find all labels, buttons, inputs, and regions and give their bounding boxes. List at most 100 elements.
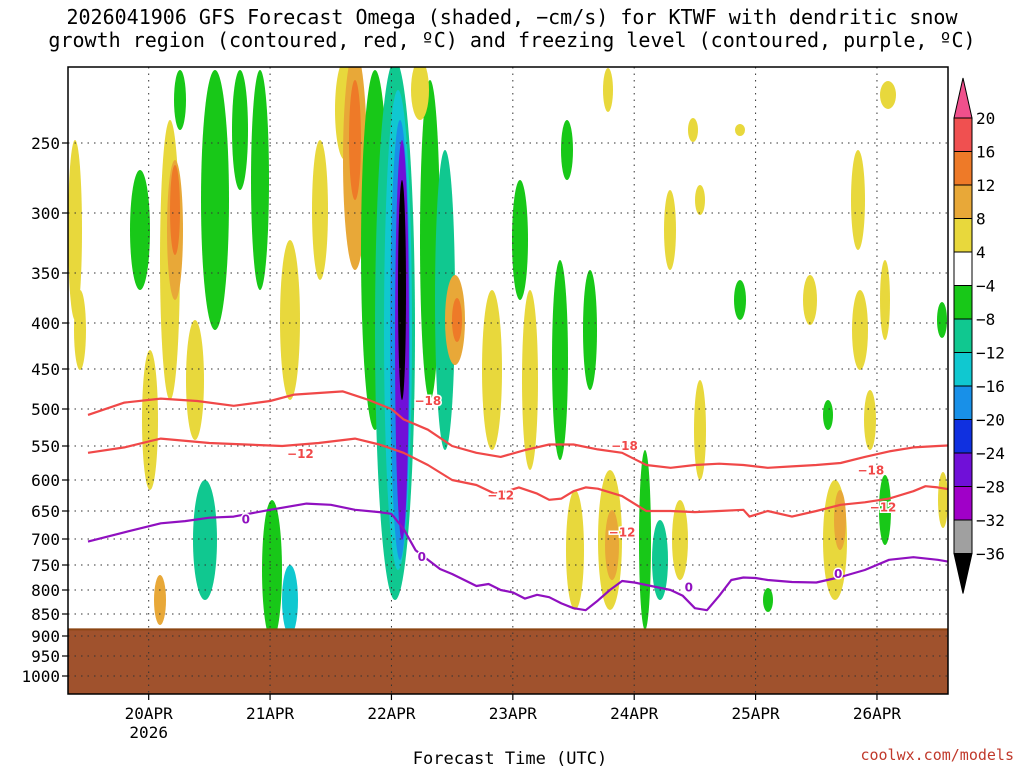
contour-labels: 0 0 0 0 −12 −12 −12 −12 −18 −18 −18 (240, 393, 898, 597)
colorbar: 20 16 12 8 4 −4 −8 −12 −16 −20 −24 −28 −32 −36 (953, 77, 1005, 594)
shade-blob (232, 70, 248, 190)
chart-title-line2: growth region (contoured, red, ºC) and f… (48, 28, 976, 52)
shade-blob (735, 124, 745, 136)
shade-blob (880, 81, 896, 109)
y-tick-label: 450 (31, 360, 60, 379)
x-tick-label: 21APR (246, 704, 295, 723)
y-tick-label: 300 (31, 204, 60, 223)
colorbar-cell (953, 385, 973, 420)
colorbar-label: −32 (976, 511, 1005, 530)
x-tick-sublabel: 2026 (129, 723, 168, 742)
contour-label: −18 (414, 394, 441, 408)
shade-blob (201, 70, 229, 330)
shade-blob (420, 80, 440, 400)
shade-blob (251, 70, 269, 290)
shade-blob (694, 380, 706, 480)
colorbar-cell (953, 151, 973, 186)
colorbar-cell (953, 251, 973, 286)
y-tick-label: 250 (31, 134, 60, 153)
shade-blob (561, 120, 573, 180)
shade-blob (68, 140, 82, 320)
shade-blob (763, 588, 773, 612)
x-axis-label: Forecast Time (UTC) (413, 749, 607, 768)
chart-title: 2026041906 GFS Forecast Omega (shaded, −… (0, 6, 1024, 52)
shade-blob (664, 190, 676, 270)
colorbar-cell (953, 285, 973, 320)
contour-freezing-level-0-c (87, 502, 948, 612)
colorbar-label: −12 (976, 344, 1005, 363)
colorbar-cell (953, 184, 973, 219)
shade-blob (262, 500, 282, 640)
colorbar-cell (953, 452, 973, 487)
chart-title-line1: 2026041906 GFS Forecast Omega (shaded, −… (66, 5, 958, 29)
y-tick-label: 1000 (21, 667, 60, 686)
shade-blob (566, 490, 584, 610)
shade-blob (852, 290, 868, 370)
x-tick-label: 26APR (853, 704, 902, 723)
y-tick-label: 350 (31, 264, 60, 283)
shade-blob (672, 500, 688, 580)
shade-blob (435, 150, 455, 450)
colorbar-label: 16 (976, 143, 995, 162)
y-tick-label: 600 (31, 471, 60, 490)
shade-blob (280, 240, 300, 400)
colorbar-label: −8 (976, 310, 995, 329)
colorbar-label: −28 (976, 478, 1005, 497)
y-tick-label: 800 (31, 581, 60, 600)
y-tick-label: 950 (31, 647, 60, 666)
x-tick-label: 22APR (367, 704, 416, 723)
credit-link[interactable]: coolwx.com/models (860, 746, 1014, 764)
shade-blob (834, 490, 846, 550)
colorbar-cell (953, 486, 973, 521)
colorbar-label: −36 (976, 545, 1005, 564)
y-tick-label: 750 (31, 556, 60, 575)
surface-fill (68, 629, 948, 694)
shade-blob (482, 290, 502, 450)
colorbar-label: 12 (976, 176, 995, 195)
shade-blob (512, 180, 528, 300)
shade-blob (879, 475, 891, 545)
contour-label: −12 (287, 447, 314, 461)
shade-blob (154, 575, 166, 625)
contour-label: −12 (870, 500, 897, 514)
shade-blob (411, 67, 429, 120)
shade-blob (452, 298, 462, 342)
shade-blob (349, 80, 361, 200)
shade-blob (938, 472, 948, 528)
shade-blob (130, 170, 150, 290)
colorbar-label: −24 (976, 444, 1005, 463)
shade-blob (312, 140, 328, 280)
contour-label: 0 (834, 567, 842, 581)
contour-dendritic-12-c (87, 437, 948, 518)
shade-blob (605, 510, 619, 580)
contour-label: −12 (487, 489, 514, 503)
contour-label: −12 (609, 525, 636, 539)
colorbar-label: 20 (976, 109, 995, 128)
colorbar-cell (953, 117, 973, 152)
x-tick-label: 20APR (125, 704, 174, 723)
contour-label: 0 (418, 550, 426, 564)
shade-blob (398, 180, 406, 400)
contour-dendritic-18-c (87, 390, 948, 469)
shade-blob (734, 280, 746, 320)
y-tick-label: 900 (31, 627, 60, 646)
y-tick-label: 650 (31, 502, 60, 521)
shade-blob (552, 260, 568, 460)
gridlines (68, 67, 948, 694)
shade-blob (583, 270, 597, 390)
colorbar-label: −16 (976, 377, 1005, 396)
y-tick-label: 400 (31, 314, 60, 333)
contour-lines (87, 390, 948, 612)
shade-blob (864, 390, 876, 450)
contour-label: −18 (611, 439, 638, 453)
shade-blob (186, 320, 204, 440)
colorbar-label: 8 (976, 210, 986, 229)
shade-blob (823, 400, 833, 430)
contour-label: 0 (242, 512, 250, 526)
x-tick-label: 24APR (610, 704, 659, 723)
contour-label: −18 (858, 463, 885, 477)
colorbar-label: 4 (976, 243, 986, 262)
y-tick-label: 700 (31, 530, 60, 549)
